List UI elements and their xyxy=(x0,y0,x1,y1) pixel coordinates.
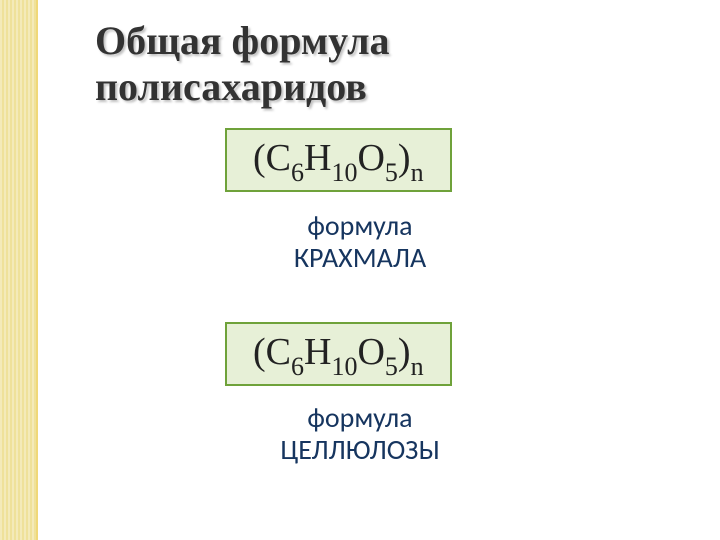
formula-box-starch: (C6H10O5)n xyxy=(225,128,452,192)
formula-part: ) xyxy=(398,331,411,373)
formula-sub: 10 xyxy=(331,352,357,381)
title-line-1: Общая формула xyxy=(95,18,390,63)
label-starch: формула КРАХМАЛА xyxy=(200,210,520,274)
title-line-2: полисахаридов xyxy=(95,64,367,109)
formula-sub: 5 xyxy=(385,158,398,187)
formula-part: O xyxy=(357,331,384,373)
formula-box-cellulose: (C6H10O5)n xyxy=(225,322,452,386)
formula-sub: 5 xyxy=(385,352,398,381)
label-line: КРАХМАЛА xyxy=(294,240,426,275)
formula-part: ) xyxy=(398,137,411,179)
slide: Общая формула полисахаридов (C6H10O5)n ф… xyxy=(0,0,720,540)
label-line: ЦЕЛЛЮЛОЗЫ xyxy=(280,432,439,467)
label-cellulose: формула ЦЕЛЛЮЛОЗЫ xyxy=(200,402,520,466)
formula-part: H xyxy=(304,331,331,373)
formula-sub: n xyxy=(411,352,424,381)
slide-title: Общая формула полисахаридов xyxy=(95,18,655,110)
formula-sub: 6 xyxy=(291,158,304,187)
formula-sub: 10 xyxy=(331,158,357,187)
formula-part: O xyxy=(357,137,384,179)
formula-part: (C xyxy=(253,137,291,179)
formula-cellulose: (C6H10O5)n xyxy=(253,331,424,373)
left-decorative-border xyxy=(0,0,38,540)
formula-starch: (C6H10O5)n xyxy=(253,137,424,179)
formula-part: (C xyxy=(253,331,291,373)
formula-sub: 6 xyxy=(291,352,304,381)
formula-part: H xyxy=(304,137,331,179)
label-line: формула xyxy=(307,400,412,435)
formula-sub: n xyxy=(411,158,424,187)
label-line: формула xyxy=(307,208,412,243)
